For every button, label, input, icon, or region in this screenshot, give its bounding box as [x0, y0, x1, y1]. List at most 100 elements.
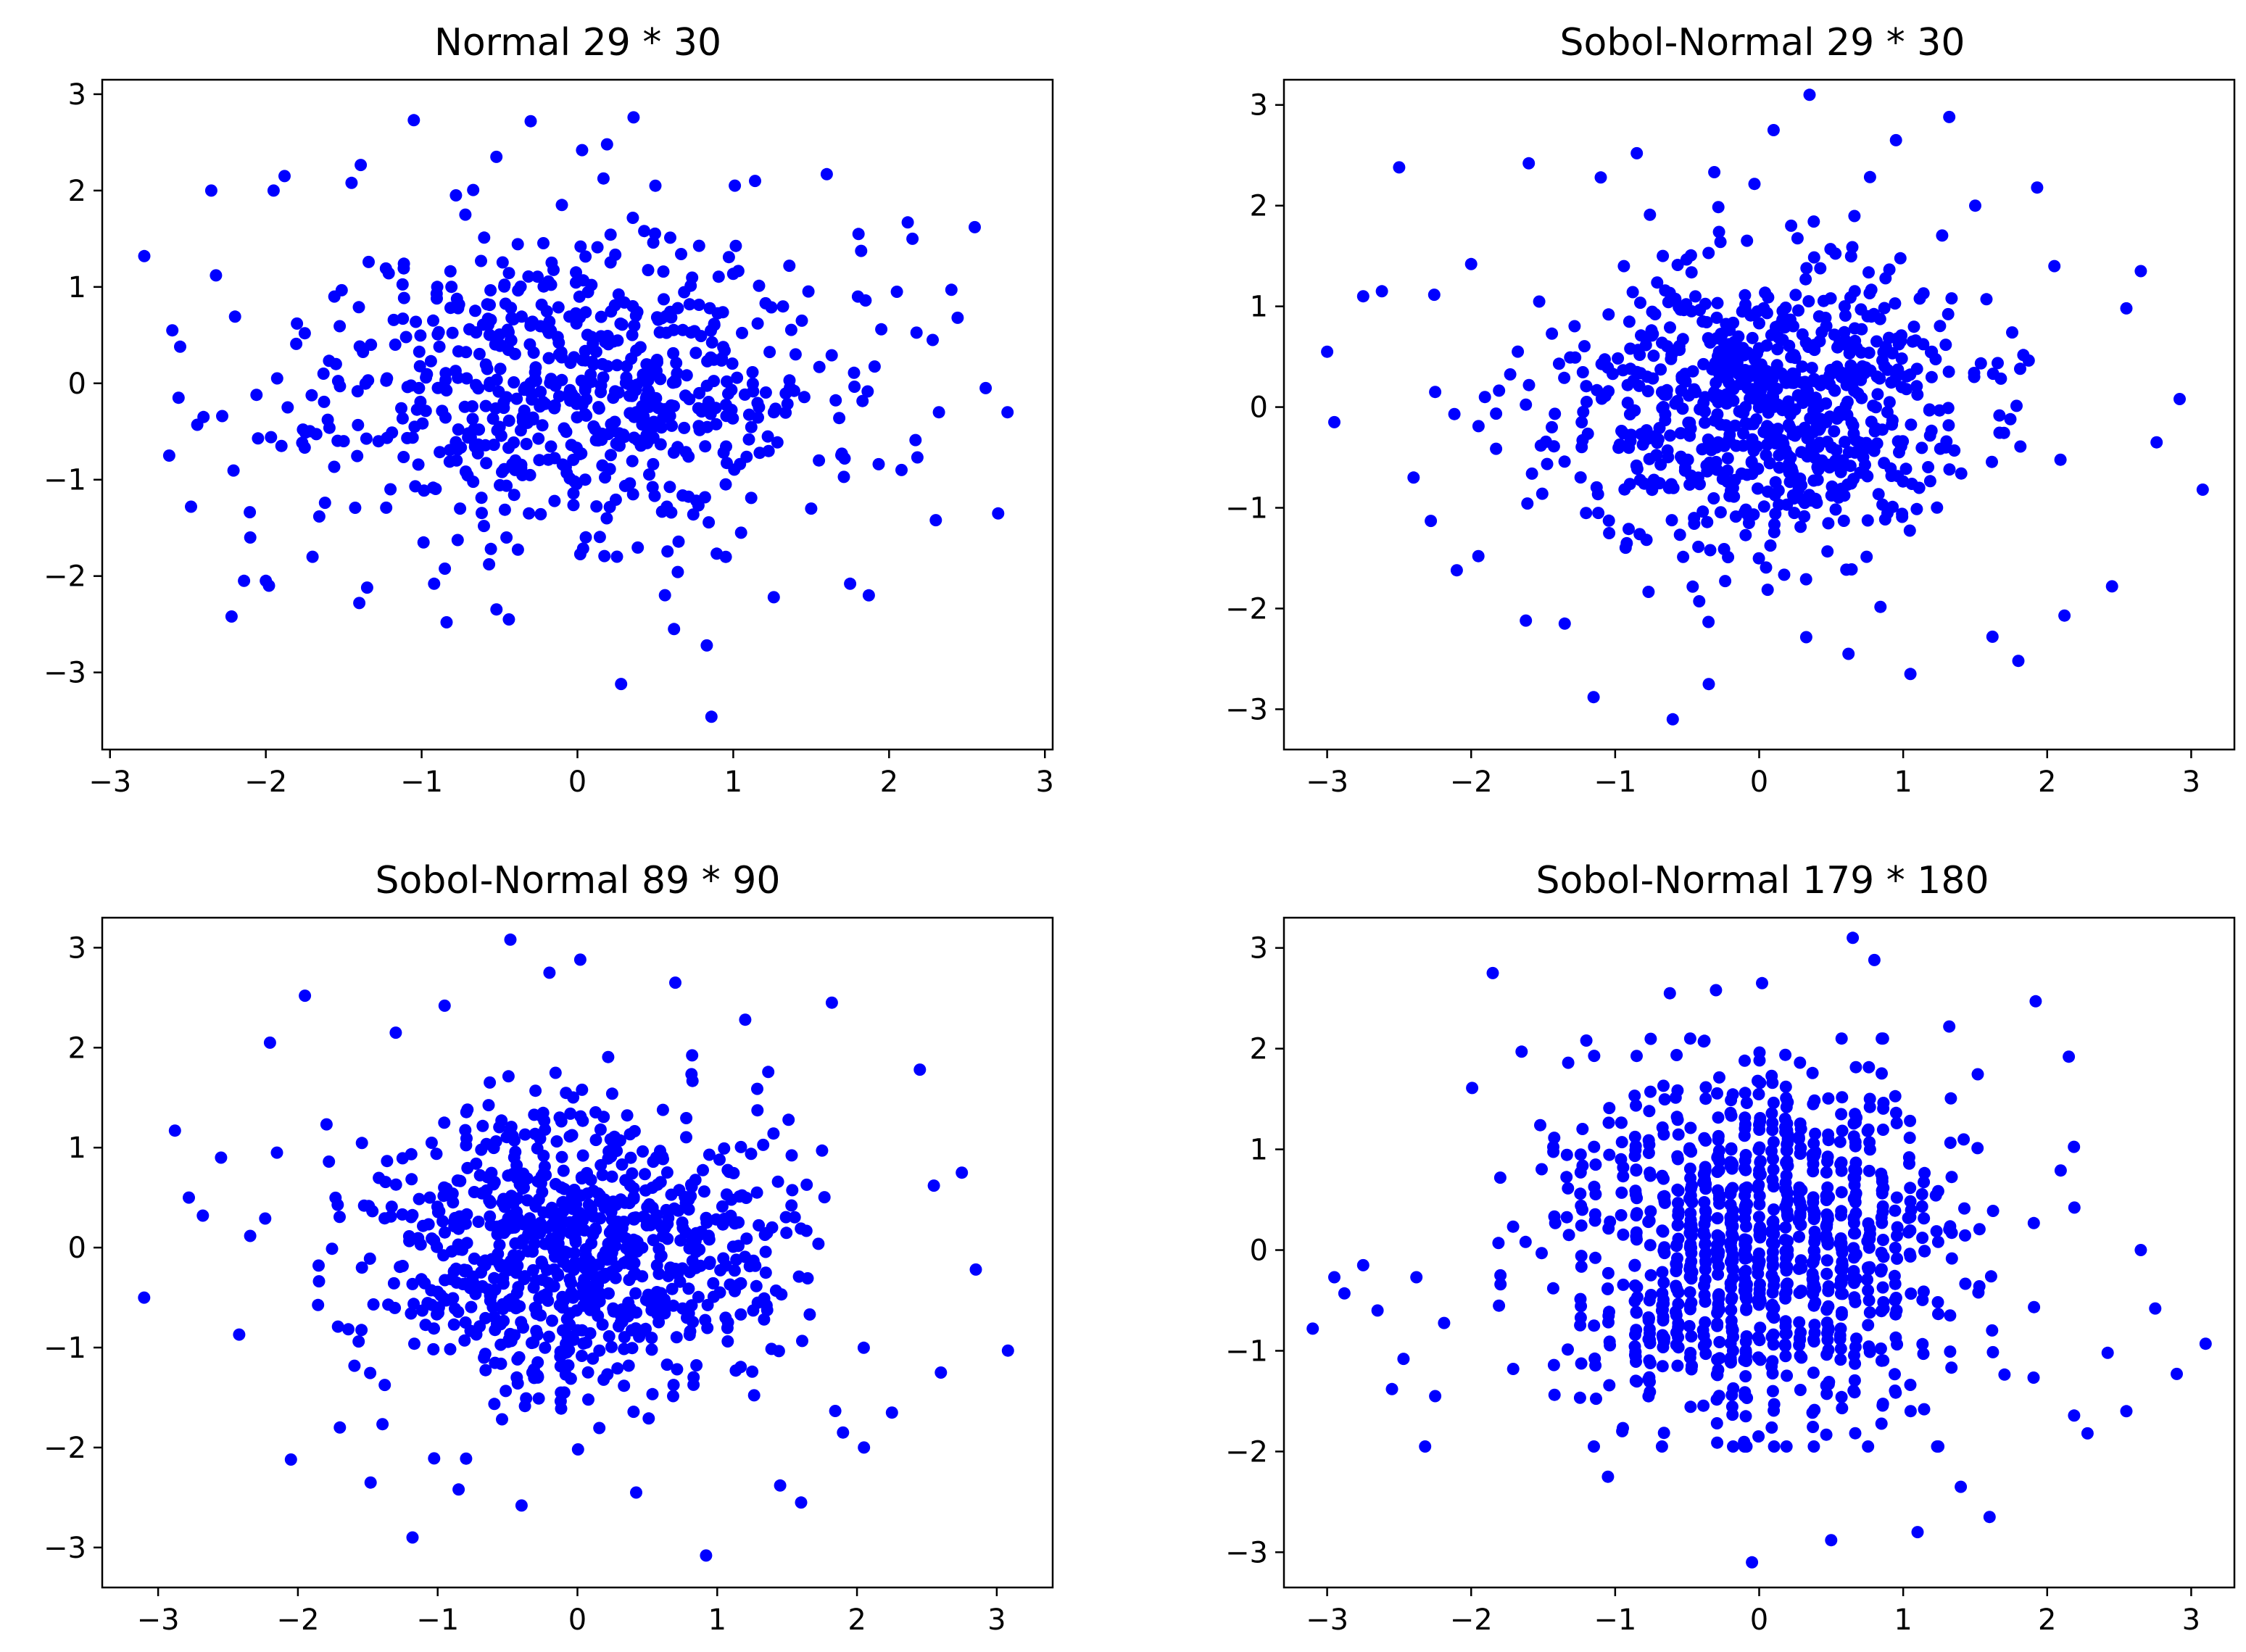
scatter-point [511, 543, 524, 556]
scatter-point [1515, 1045, 1528, 1058]
scatter-point [1931, 1296, 1944, 1308]
scatter-point [216, 410, 228, 423]
scatter-point [1761, 485, 1774, 498]
scatter-point [1656, 1224, 1669, 1237]
scatter-point [1781, 1369, 1794, 1382]
scatter-point [647, 1155, 660, 1169]
scatter-point [726, 1240, 739, 1253]
scatter-point [1623, 315, 1636, 328]
scatter-point [1541, 457, 1554, 470]
scatter-point [829, 1405, 842, 1417]
scatter-point [469, 304, 481, 317]
scatter-point [592, 434, 605, 447]
scatter-point [505, 302, 518, 315]
scatter-point [564, 357, 577, 369]
scatter-point [1664, 321, 1676, 334]
scatter-point [1806, 1066, 1819, 1079]
scatter-point [1765, 1330, 1778, 1343]
scatter-point [518, 404, 531, 418]
scatter-point [563, 383, 576, 397]
scatter-point [1760, 449, 1773, 462]
scatter-point [1699, 416, 1711, 429]
scatter-point [589, 1106, 602, 1118]
scatter-point [1562, 1229, 1575, 1242]
scatter-point [1942, 307, 1955, 320]
scatter-point [454, 1174, 467, 1187]
scatter-point [459, 465, 472, 478]
scatter-point [1807, 1165, 1820, 1178]
scatter-point [1747, 444, 1760, 457]
scatter-point [581, 1366, 594, 1379]
scatter-point [591, 241, 604, 254]
scatter-point [1957, 1133, 1971, 1146]
scatter-point [1628, 1279, 1641, 1292]
scatter-point [580, 393, 593, 406]
scatter-point [736, 1189, 748, 1202]
scatter-point [666, 1282, 679, 1295]
scatter-point [1478, 391, 1491, 404]
scatter-point [1601, 1282, 1615, 1295]
scatter-point [1603, 1335, 1616, 1348]
scatter-point [1881, 406, 1894, 419]
scatter-point [1711, 1353, 1724, 1366]
scatter-point [1711, 1317, 1724, 1330]
scatter-point [1943, 1020, 1956, 1033]
scatter-point [505, 1293, 518, 1306]
scatter-point [592, 401, 605, 414]
scatter-point [1661, 444, 1674, 457]
scatter-point [1728, 419, 1741, 432]
scatter-point [1464, 257, 1478, 270]
scatter-point [490, 603, 503, 616]
scatter-point [1739, 298, 1752, 311]
scatter-point [1630, 1306, 1643, 1319]
x-tick-label: −1 [1594, 1603, 1636, 1637]
scatter-point [651, 1178, 664, 1191]
scatter-point [593, 531, 606, 544]
scatter-point [1771, 343, 1784, 356]
scatter-point [1836, 1124, 1849, 1137]
scatter-point [1844, 359, 1857, 372]
scatter-point [1684, 1400, 1697, 1414]
scatter-point [2054, 1164, 2067, 1177]
scatter-point [487, 439, 500, 452]
scatter-point [722, 387, 734, 400]
scatter-point [1603, 1379, 1616, 1392]
scatter-point [862, 589, 875, 602]
scatter-point [1560, 1211, 1573, 1224]
scatter-point [1699, 1212, 1712, 1225]
scatter-point [1630, 1163, 1643, 1176]
scatter-point [227, 464, 240, 477]
scatter-point [1649, 308, 1662, 320]
scatter-point [1711, 1229, 1724, 1242]
subplot-title: Sobol-Normal 179 * 180 [1536, 859, 1989, 902]
scatter-point [610, 1260, 623, 1273]
y-tick-label: 1 [1250, 291, 1268, 324]
scatter-point [389, 1178, 402, 1191]
scatter-point [197, 410, 210, 423]
scatter-point [1870, 335, 1883, 348]
scatter-point [410, 403, 423, 416]
scatter-point [1704, 336, 1717, 349]
scatter-point [710, 418, 723, 431]
scatter-point [500, 479, 513, 492]
scatter-point [1863, 1100, 1876, 1113]
scatter-point [1710, 1368, 1723, 1381]
scatter-point [584, 1174, 597, 1187]
scatter-point [1848, 209, 1861, 223]
scatter-point [489, 1135, 502, 1148]
scatter-point [626, 328, 639, 341]
scatter-point [500, 531, 513, 544]
x-tick-label: 3 [1036, 765, 1054, 799]
scatter-point [328, 460, 341, 473]
scatter-point [757, 1138, 770, 1151]
scatter-point [1861, 514, 1874, 527]
scatter-point [523, 507, 536, 520]
scatter-point [762, 1066, 775, 1079]
scatter-point [1955, 1480, 1968, 1493]
scatter-point [745, 491, 758, 505]
scatter-point [813, 360, 826, 373]
scatter-point [1617, 1228, 1630, 1241]
scatter-point [1646, 483, 1659, 497]
scatter-point [511, 238, 524, 251]
scatter-point [683, 393, 696, 406]
